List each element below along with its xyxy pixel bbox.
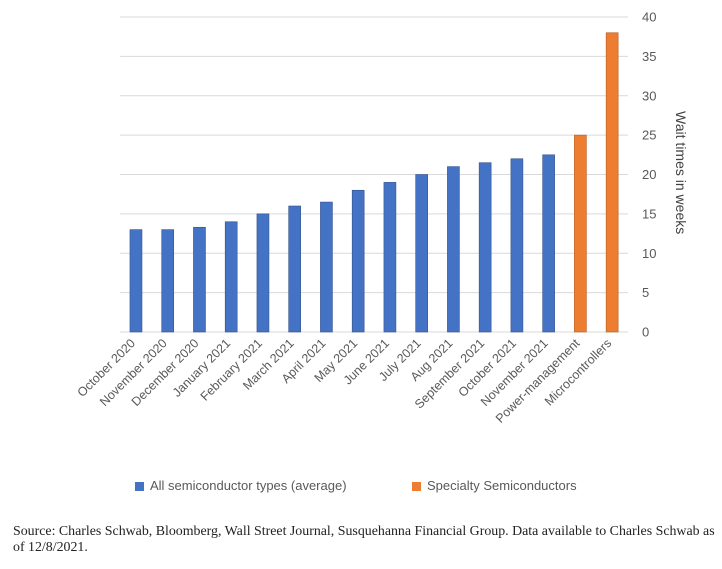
svg-text:5: 5	[642, 285, 649, 300]
svg-text:10: 10	[642, 246, 656, 261]
svg-text:Wait times in weeks: Wait times in weeks	[673, 111, 689, 234]
svg-text:20: 20	[642, 167, 656, 182]
svg-text:0: 0	[642, 325, 649, 340]
svg-text:15: 15	[642, 206, 656, 221]
svg-text:35: 35	[642, 49, 656, 64]
svg-text:30: 30	[642, 88, 656, 103]
svg-text:40: 40	[642, 10, 656, 25]
svg-text:25: 25	[642, 128, 656, 143]
